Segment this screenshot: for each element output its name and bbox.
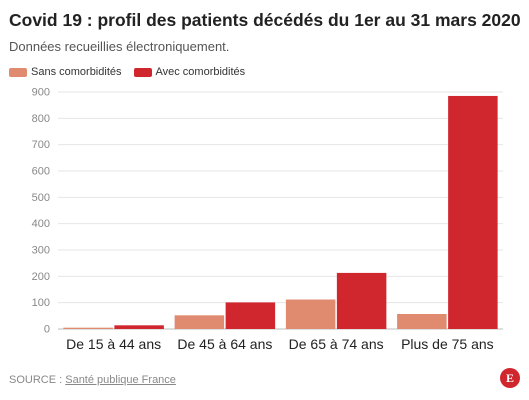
chart-legend: Sans comorbidités Avec comorbidités	[9, 66, 257, 78]
bar-sans-comorbidit-s-1	[63, 327, 113, 329]
bar-avec-comorbidit-s-3	[336, 272, 387, 329]
bar-avec-comorbidit-s-1	[114, 325, 164, 329]
legend-swatch-sans-comorbidites	[9, 67, 27, 77]
y-tick-label-900: 900	[32, 87, 50, 99]
bar-avec-comorbidit-s-4	[448, 95, 498, 329]
y-tick-label-700: 700	[32, 139, 50, 151]
y-tick-label-0: 0	[44, 324, 50, 336]
y-tick-label-400: 400	[32, 218, 50, 230]
legend-label-avec-comorbidites: Avec comorbidités	[155, 66, 246, 78]
y-tick-label-100: 100	[32, 297, 50, 309]
bar-sans-comorbidit-s-3	[285, 299, 336, 329]
y-tick-label-600: 600	[32, 166, 50, 178]
brand-logo: E	[500, 368, 520, 388]
source-note: SOURCE : Santé publique France	[9, 374, 176, 386]
chart-subtitle: Données recueillies électroniquement.	[9, 39, 230, 54]
y-tick-label-200: 200	[32, 271, 50, 283]
source-link[interactable]: Santé publique France	[65, 374, 176, 386]
legend-item-sans-comorbidites[interactable]: Sans comorbidités	[9, 66, 122, 78]
legend-label-sans-comorbidites: Sans comorbidités	[31, 66, 122, 78]
y-tick-label-800: 800	[32, 113, 50, 125]
x-tick-label-1: De 15 à 44 ans	[66, 336, 161, 352]
y-tick-label-300: 300	[32, 245, 50, 257]
legend-item-avec-comorbidites[interactable]: Avec comorbidités	[133, 66, 246, 78]
bar-sans-comorbidit-s-4	[397, 313, 447, 329]
legend-swatch-avec-comorbidites	[133, 67, 152, 77]
x-tick-label-4: Plus de 75 ans	[401, 336, 494, 352]
bar-sans-comorbidit-s-2	[174, 315, 225, 329]
x-tick-label-3: De 65 à 74 ans	[289, 336, 384, 352]
x-tick-label-2: De 45 à 64 ans	[177, 336, 272, 352]
chart-title: Covid 19 : profil des patients décédés d…	[9, 10, 521, 30]
bar-avec-comorbidit-s-2	[225, 302, 276, 329]
y-tick-label-500: 500	[32, 192, 50, 204]
source-prefix: SOURCE :	[9, 374, 66, 386]
